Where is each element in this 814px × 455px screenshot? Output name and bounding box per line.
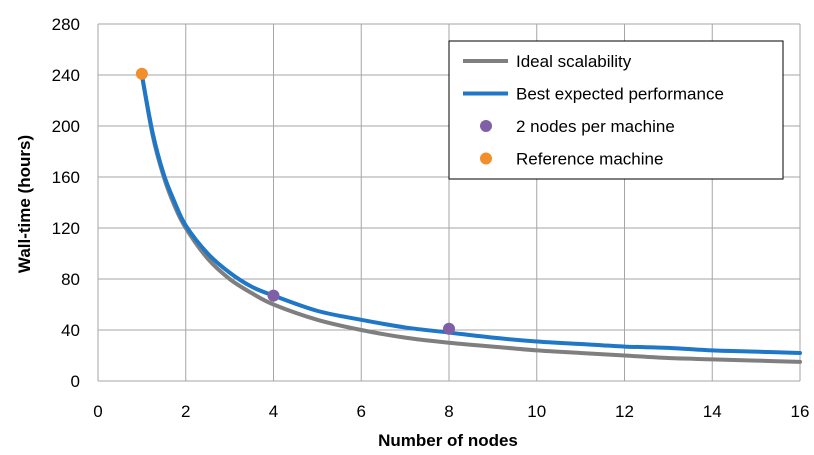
- legend-marker-swatch: [480, 120, 492, 132]
- legend-label: Best expected performance: [516, 85, 724, 104]
- x-tick-label: 2: [181, 402, 190, 421]
- y-tick-label: 120: [52, 219, 80, 238]
- series-layer: [135, 67, 802, 364]
- x-tick-label: 14: [703, 402, 722, 421]
- y-axis-title: Wall-time (hours): [15, 135, 34, 273]
- scatter-point: [443, 322, 455, 335]
- legend-label: Ideal scalability: [516, 52, 632, 71]
- y-tick-labels: 0 40 80 120 160 200 240 280: [52, 15, 80, 391]
- x-axis-title: Number of nodes: [378, 431, 518, 450]
- legend-items: Ideal scalability Best expected performan…: [463, 52, 724, 169]
- y-tick-label: 80: [61, 270, 80, 289]
- scatter-point: [135, 67, 148, 80]
- x-tick-label: 12: [615, 402, 634, 421]
- y-tick-label: 280: [52, 15, 80, 34]
- legend: Ideal scalability Best expected performan…: [448, 40, 784, 180]
- y-tick-label: 0: [71, 372, 80, 391]
- x-tick-label: 10: [527, 402, 546, 421]
- legend-box: [448, 40, 784, 180]
- x-tick-label: 0: [93, 402, 102, 421]
- x-tick-label: 8: [444, 402, 453, 421]
- x-tick-label: 6: [357, 402, 366, 421]
- x-tick-labels: 0 2 4 6 8 10 12 14 16: [93, 402, 809, 421]
- y-tick-label: 40: [61, 321, 80, 340]
- x-tick-label: 4: [269, 402, 278, 421]
- series-line-1: [139, 73, 802, 355]
- y-tick-label: 200: [52, 117, 80, 136]
- y-tick-label: 160: [52, 168, 80, 187]
- y-tick-label: 240: [52, 66, 80, 85]
- legend-label: 2 nodes per machine: [516, 117, 675, 136]
- x-tick-label: 16: [791, 402, 810, 421]
- legend-label: Reference machine: [516, 150, 663, 169]
- scatter-point: [267, 289, 280, 302]
- legend-marker-swatch: [480, 152, 492, 165]
